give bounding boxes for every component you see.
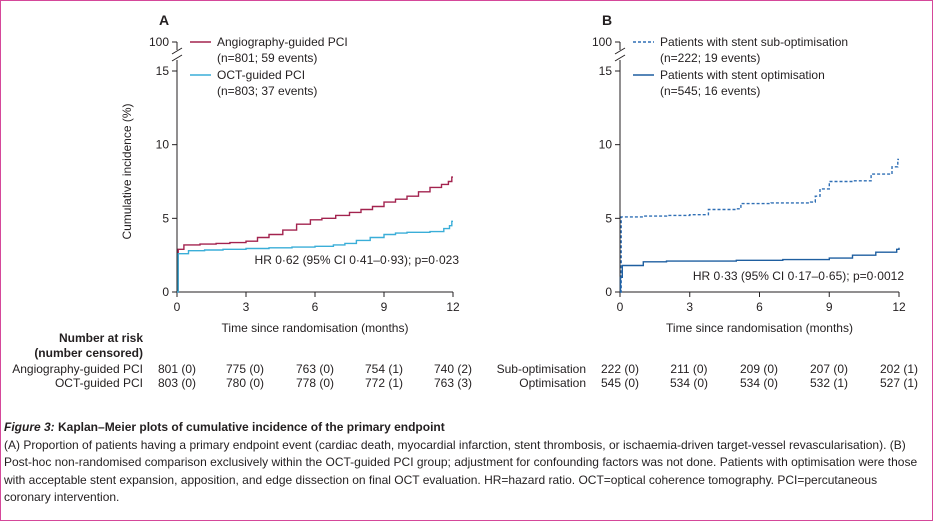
x-axis-label-b: Time since randomisation (months) (666, 321, 853, 335)
risk-cell-b-1-0: 545 (0) (601, 376, 639, 390)
risk-cell-a-1-4: 763 (3) (434, 376, 472, 390)
x-tick-label-12-a: 12 (446, 300, 460, 314)
risk-cell-a-1-1: 780 (0) (226, 376, 264, 390)
y-tick-label-100-b: 100 (592, 35, 612, 49)
panel-b: B 100 0 5 10 15 0 3 6 9 12 Time since randomisation… (497, 12, 918, 390)
panel-a: A 100 0 5 10 15 0 3 6 9 12 Time since randomisation… (12, 12, 472, 390)
risk-table-subheader-a: (number censored) (34, 346, 143, 360)
x-tick-label-0-a: 0 (174, 300, 181, 314)
risk-row-label-b-0: Sub-optimisation (497, 362, 586, 376)
x-tick-label-9-a: 9 (381, 300, 388, 314)
legend-label-b-0: Patients with stent sub-optimisation (660, 35, 848, 49)
risk-row-label-a-1: OCT-guided PCI (55, 376, 143, 390)
figure-title: Kaplan–Meier plots of cumulative inciden… (54, 420, 445, 434)
series-line-b-0 (620, 158, 899, 293)
risk-cell-a-1-2: 778 (0) (296, 376, 334, 390)
risk-cell-b-0-2: 209 (0) (740, 362, 778, 376)
risk-cell-b-1-3: 532 (1) (810, 376, 848, 390)
risk-cell-a-0-3: 754 (1) (365, 362, 403, 376)
x-axis-label-a: Time since randomisation (months) (222, 321, 409, 335)
x-tick-label-3-b: 3 (686, 300, 693, 314)
y-axis-break-mark-1-b (614, 47, 626, 55)
legend-label-a-1: OCT-guided PCI (217, 68, 305, 82)
y-tick-label-15-b: 15 (599, 64, 613, 78)
legend-detail-b-1: (n=545; 16 events) (660, 84, 760, 98)
y-tick-label-15-a: 15 (156, 64, 170, 78)
series-line-a-1 (177, 220, 453, 293)
series-line-a-0 (177, 176, 453, 293)
risk-cell-b-0-1: 211 (0) (670, 362, 707, 376)
risk-cell-b-1-4: 527 (1) (880, 376, 918, 390)
x-tick-label-3-a: 3 (243, 300, 250, 314)
x-tick-label-6-b: 6 (756, 300, 763, 314)
hr-annotation-a: HR 0·62 (95% CI 0·41–0·93); p=0·023 (255, 253, 460, 267)
y-axis-break-mark-2-a (171, 54, 183, 62)
x-tick-label-0-b: 0 (617, 300, 624, 314)
risk-cell-a-0-1: 775 (0) (226, 362, 264, 376)
risk-cell-b-1-1: 534 (0) (670, 376, 708, 390)
risk-cell-b-0-0: 222 (0) (601, 362, 639, 376)
x-tick-label-6-a: 6 (312, 300, 319, 314)
y-tick-label-5-b: 5 (605, 211, 612, 225)
risk-cell-b-0-4: 202 (1) (880, 362, 918, 376)
risk-cell-a-1-0: 803 (0) (158, 376, 196, 390)
figure-label: Figure 3: (4, 420, 55, 434)
risk-cell-b-1-2: 534 (0) (740, 376, 778, 390)
figure-caption: Figure 3: Kaplan–Meier plots of cumulati… (4, 419, 919, 507)
y-axis-break-mark-2-b (614, 54, 626, 62)
y-tick-label-5-a: 5 (162, 211, 169, 225)
y-tick-label-100-a: 100 (149, 35, 169, 49)
y-axis-label-a: Cumulative incidence (%) (120, 103, 134, 239)
legend-label-b-1: Patients with stent optimisation (660, 68, 825, 82)
x-tick-label-9-b: 9 (826, 300, 833, 314)
figure-caption-body: (A) Proportion of patients having a prim… (4, 437, 918, 505)
y-tick-label-0-b: 0 (605, 285, 612, 299)
y-tick-label-0-a: 0 (162, 285, 169, 299)
risk-row-label-a-0: Angiography-guided PCI (12, 362, 143, 376)
hr-annotation-b: HR 0·33 (95% CI 0·17–0·65); p=0·0012 (693, 269, 904, 283)
risk-cell-a-1-3: 772 (1) (365, 376, 403, 390)
y-tick-label-10-b: 10 (599, 138, 613, 152)
risk-cell-b-0-3: 207 (0) (810, 362, 848, 376)
legend-detail-b-0: (n=222; 19 events) (660, 51, 760, 65)
series-line-b-1 (619, 247, 900, 293)
y-axis-break-mark-1-a (171, 47, 183, 55)
legend-label-a-0: Angiography-guided PCI (217, 35, 348, 49)
legend-detail-a-1: (n=803; 37 events) (217, 84, 317, 98)
risk-cell-a-0-4: 740 (2) (434, 362, 472, 376)
y-tick-label-10-a: 10 (156, 138, 170, 152)
risk-cell-a-0-2: 763 (0) (296, 362, 334, 376)
risk-row-label-b-1: Optimisation (519, 376, 586, 390)
panel-label-a: A (159, 12, 169, 28)
risk-table-header-a: Number at risk (59, 331, 143, 345)
x-tick-label-12-b: 12 (892, 300, 906, 314)
legend-detail-a-0: (n=801; 59 events) (217, 51, 317, 65)
panel-label-b: B (602, 12, 612, 28)
risk-cell-a-0-0: 801 (0) (158, 362, 196, 376)
